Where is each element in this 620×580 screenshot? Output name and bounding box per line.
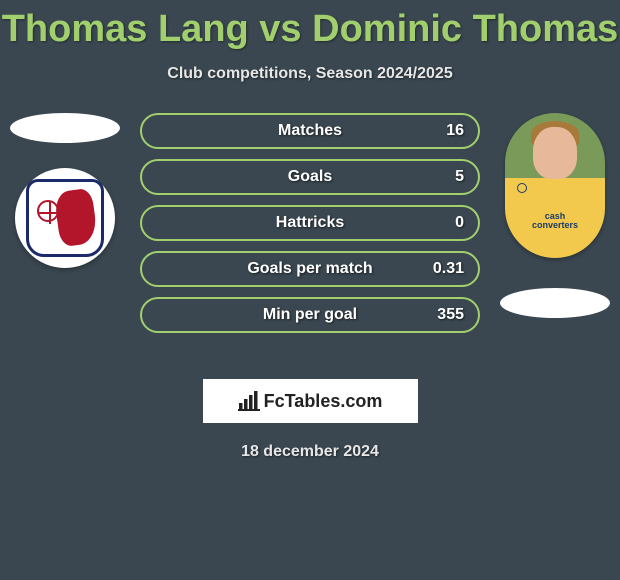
stat-value-right: 0.31 [433, 260, 464, 278]
stat-row-hattricks: Hattricks 0 [140, 205, 480, 241]
badge-lion-icon [53, 188, 98, 248]
photo-face [533, 127, 577, 179]
stat-value-right: 0 [455, 214, 464, 232]
stat-row-goals: Goals 5 [140, 159, 480, 195]
stat-row-min-per-goal: Min per goal 355 [140, 297, 480, 333]
stat-value-right: 5 [455, 168, 464, 186]
subtitle: Club competitions, Season 2024/2025 [0, 65, 620, 83]
right-player-photo: cash converters [505, 113, 605, 258]
left-club-badge [15, 168, 115, 268]
left-player-photo-placeholder [10, 113, 120, 143]
stat-value-right: 355 [437, 306, 464, 324]
club-badge-shield [26, 179, 104, 257]
brand-text: FcTables.com [264, 391, 383, 412]
stat-row-goals-per-match: Goals per match 0.31 [140, 251, 480, 287]
right-player-column: cash converters [500, 113, 610, 318]
left-player-column [10, 113, 120, 268]
stats-list: Matches 16 Goals 5 Hattricks 0 Goals per… [140, 113, 480, 343]
comparison-content: Matches 16 Goals 5 Hattricks 0 Goals per… [0, 113, 620, 363]
footer-date: 18 december 2024 [0, 443, 620, 461]
stat-label: Min per goal [263, 306, 357, 324]
page-title: Thomas Lang vs Dominic Thomas [0, 0, 620, 51]
stat-row-matches: Matches 16 [140, 113, 480, 149]
bar-chart-icon [238, 391, 260, 411]
jersey-maker-icon [517, 183, 527, 193]
brand-watermark: FcTables.com [203, 379, 418, 423]
stat-value-right: 16 [446, 122, 464, 140]
stat-label: Goals per match [247, 260, 372, 278]
right-club-badge-placeholder [500, 288, 610, 318]
stat-label: Goals [288, 168, 332, 186]
stat-label: Hattricks [276, 214, 344, 232]
jersey-sponsor-text: cash converters [530, 212, 580, 230]
stat-label: Matches [278, 122, 342, 140]
